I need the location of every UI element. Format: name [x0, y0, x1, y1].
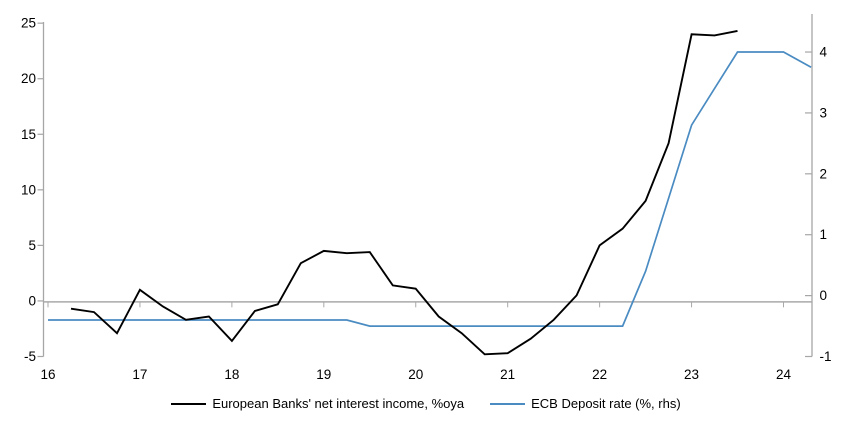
- legend-item-net-interest-income: European Banks' net interest income, %oy…: [171, 396, 464, 411]
- left-axis-tick-label: 0: [28, 293, 36, 308]
- x-axis-tick-label: 23: [684, 367, 699, 382]
- blue-line-swatch: [490, 402, 526, 405]
- x-axis-tick-label: 24: [776, 367, 792, 382]
- left-axis-tick-label: 20: [21, 71, 36, 86]
- right-axis-tick-label: -1: [820, 349, 832, 364]
- legend-label-ecb-deposit-rate: ECB Deposit rate (%, rhs): [531, 396, 681, 411]
- x-axis-tick-label: 18: [224, 367, 239, 382]
- left-axis-tick-label: 25: [21, 16, 36, 31]
- right-axis-tick-label: 0: [820, 288, 828, 303]
- net-interest-income-line: [70, 29, 738, 356]
- chart-legend: European Banks' net interest income, %oy…: [0, 396, 852, 411]
- left-axis-tick-label: -5: [24, 349, 36, 364]
- right-axis-tick-label: 4: [820, 45, 828, 60]
- x-axis-tick-label: 16: [40, 367, 55, 382]
- right-axis-tick-label: 1: [820, 227, 828, 242]
- black-line-swatch: [171, 402, 207, 405]
- legend-item-ecb-deposit-rate: ECB Deposit rate (%, rhs): [490, 396, 681, 411]
- x-axis-tick-label: 17: [132, 367, 147, 382]
- left-axis-tick-label: 10: [21, 182, 36, 197]
- ecb-deposit-rate-line: [48, 51, 812, 327]
- right-axis-tick-label: 3: [820, 105, 828, 120]
- left-axis-tick-label: 15: [21, 127, 36, 142]
- x-axis-tick-label: 22: [592, 367, 607, 382]
- left-axis-tick-label: 5: [28, 238, 36, 253]
- x-axis-tick-label: 19: [316, 367, 331, 382]
- legend-label-net-interest-income: European Banks' net interest income, %oy…: [212, 396, 465, 411]
- x-axis-tick-label: 20: [408, 367, 423, 382]
- right-axis-tick-label: 2: [820, 166, 828, 181]
- x-axis-tick-label: 21: [500, 367, 515, 382]
